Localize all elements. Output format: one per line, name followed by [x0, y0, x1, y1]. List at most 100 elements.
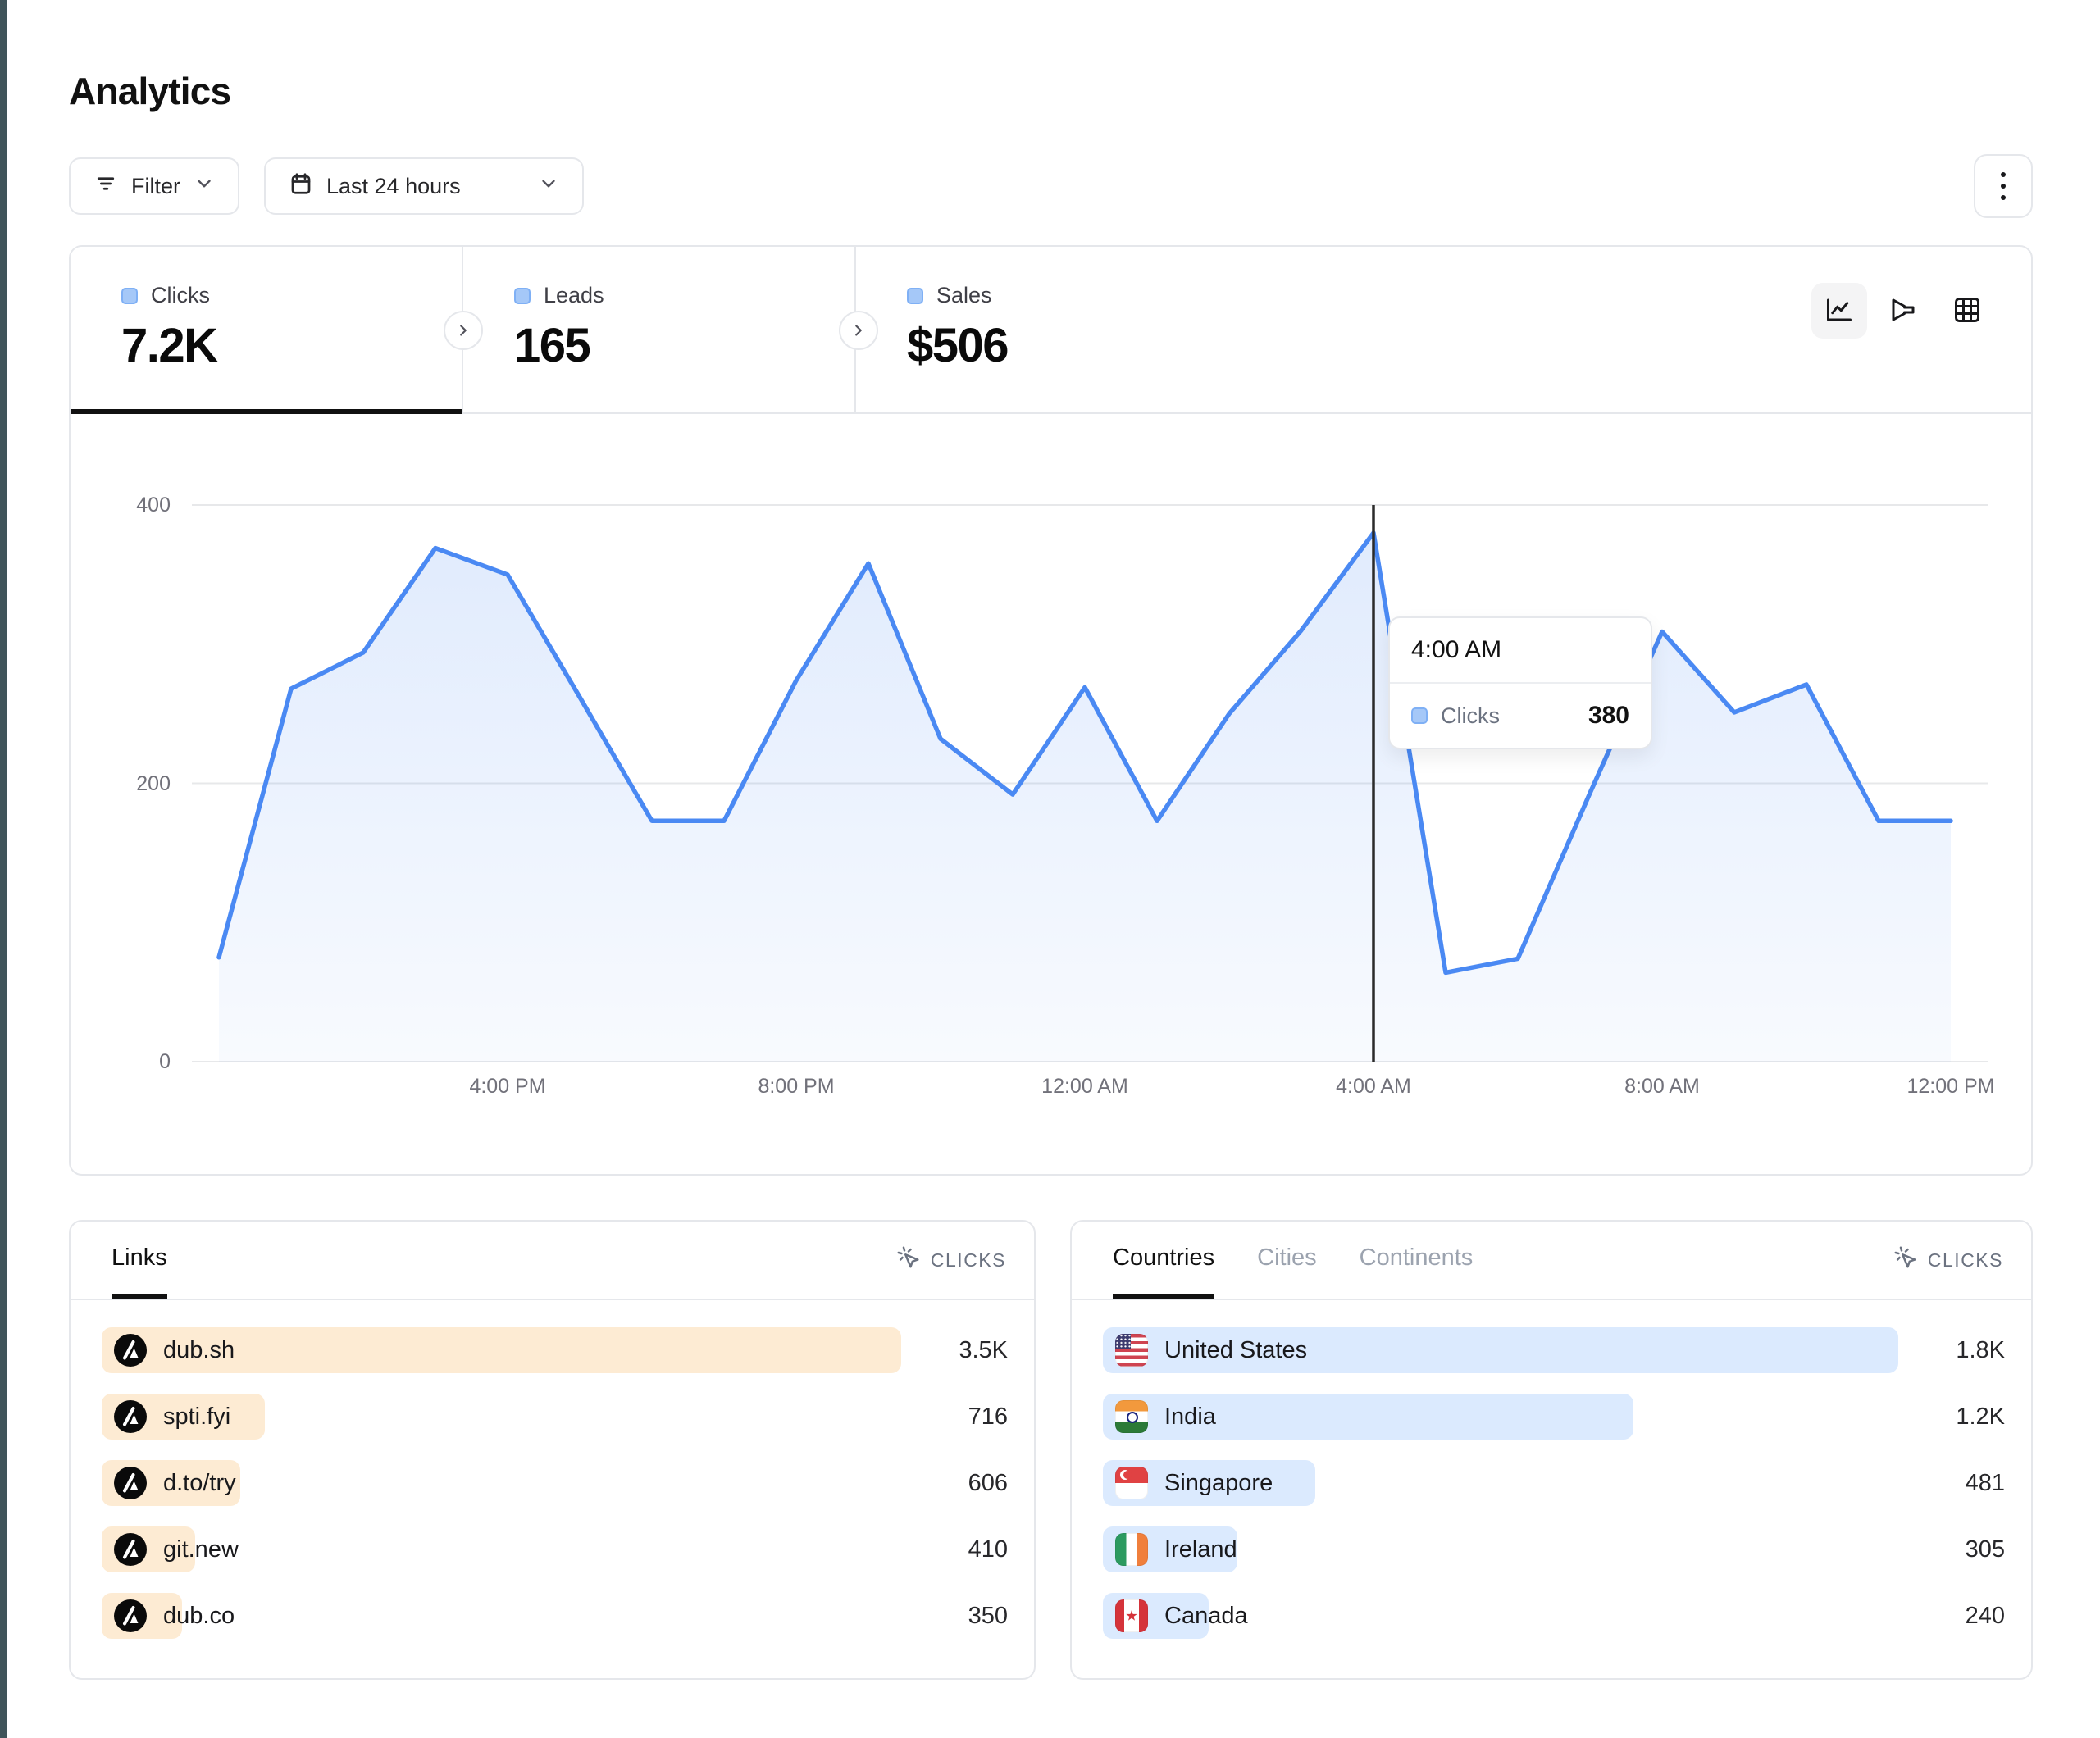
toolbar: Filter Last 24 hours: [69, 154, 2033, 218]
table-view-button[interactable]: [1939, 283, 1995, 339]
y-axis-label: 200: [136, 771, 171, 795]
row-label: dub.co: [163, 1602, 235, 1629]
row-value: 1.8K: [1956, 1336, 2005, 1363]
row-value: 1.2K: [1956, 1403, 2005, 1430]
clicks-area-chart[interactable]: [192, 414, 1988, 1176]
row-value: 3.5K: [959, 1336, 1008, 1363]
clicks-legend-square-icon: [121, 287, 138, 304]
more-options-button[interactable]: [1974, 154, 2033, 218]
links-card: Links CLICKS dub.sh 3.5K: [69, 1220, 1036, 1680]
value-bar: [1103, 1327, 1898, 1373]
countries-list: United States 1.8K India 1.2K Singapore …: [1072, 1300, 2031, 1639]
list-item[interactable]: Singapore 481: [1103, 1460, 2005, 1506]
countries-card: Countries Cities Continents CLICKS United …: [1070, 1220, 2033, 1680]
filter-icon: [93, 171, 118, 202]
dub-logo-icon: [114, 1533, 147, 1566]
line-chart-icon: [1824, 295, 1854, 327]
flag-ca-icon: [1115, 1599, 1148, 1632]
list-item[interactable]: dub.co 350: [102, 1593, 1008, 1639]
list-item[interactable]: spti.fyi 716: [102, 1394, 1008, 1440]
x-axis-label: 4:00 AM: [1336, 1075, 1411, 1098]
x-axis-label: 8:00 PM: [758, 1075, 835, 1098]
tab-continents[interactable]: Continents: [1359, 1244, 1474, 1271]
date-range-button[interactable]: Last 24 hours: [264, 157, 584, 215]
expand-leads-chevron-icon[interactable]: [839, 311, 878, 350]
tab-sales[interactable]: Sales $506: [856, 247, 1251, 412]
sales-legend-square-icon: [907, 287, 923, 304]
row-label: Canada: [1164, 1602, 1248, 1629]
list-item[interactable]: United States 1.8K: [1103, 1327, 2005, 1373]
links-metric-selector[interactable]: CLICKS: [896, 1245, 1006, 1275]
tooltip-time: 4:00 AM: [1390, 618, 1651, 684]
cursor-click-icon: [896, 1245, 921, 1275]
y-axis-label: 0: [159, 1050, 171, 1073]
row-label: d.to/try: [163, 1469, 236, 1496]
list-item[interactable]: d.to/try 606: [102, 1460, 1008, 1506]
cursor-click-icon: [1893, 1245, 1918, 1275]
leads-legend-square-icon: [514, 287, 531, 304]
tooltip-value: 380: [1588, 702, 1629, 729]
x-axis-label: 12:00 PM: [1906, 1075, 1995, 1098]
row-label: Singapore: [1164, 1469, 1273, 1496]
row-label: dub.sh: [163, 1336, 235, 1363]
flag-us-icon: [1115, 1334, 1148, 1367]
row-value: 240: [1965, 1602, 2005, 1629]
date-range-label: Last 24 hours: [326, 173, 461, 198]
flag-ie-icon: [1115, 1533, 1148, 1566]
tab-clicks[interactable]: Clicks 7.2K: [71, 247, 463, 414]
countries-tabs: Countries Cities Continents: [1113, 1222, 1473, 1299]
funnel-chart-view-button[interactable]: [1875, 283, 1931, 339]
row-value: 305: [1965, 1536, 2005, 1563]
tab-links[interactable]: Links: [112, 1222, 167, 1299]
dub-logo-icon: [114, 1467, 147, 1499]
stats-tabs: Clicks 7.2K Leads 165 Sales: [71, 247, 2031, 414]
chevron-down-icon: [538, 173, 559, 200]
clicks-line: [216, 530, 1953, 976]
y-axis-label: 400: [136, 494, 171, 516]
list-item[interactable]: Canada 240: [1103, 1593, 2005, 1639]
tooltip-legend-square-icon: [1411, 707, 1428, 724]
funnel-icon: [1888, 295, 1918, 327]
tab-countries[interactable]: Countries: [1113, 1222, 1215, 1299]
flag-sg-icon: [1115, 1467, 1148, 1499]
row-value: 410: [968, 1536, 1008, 1563]
clicks-tab-label: Clicks: [151, 283, 210, 307]
clicks-tab-value: 7.2K: [121, 319, 218, 372]
clicks-chart-section: 400 200 0 4:00 PM 8:00 PM 12:00 AM 4:00 AM 8:0…: [71, 414, 2031, 1176]
row-label: git.new: [163, 1536, 239, 1563]
expand-clicks-chevron-icon[interactable]: [444, 311, 483, 350]
row-label: Ireland: [1164, 1536, 1237, 1563]
x-axis-label: 8:00 AM: [1624, 1075, 1700, 1098]
list-item[interactable]: Ireland 305: [1103, 1526, 2005, 1572]
dub-logo-icon: [114, 1599, 147, 1632]
analytics-card: Clicks 7.2K Leads 165 Sales: [69, 245, 2033, 1176]
grid-icon: [1952, 295, 1982, 327]
sales-tab-label: Sales: [936, 283, 992, 307]
sales-tab-value: $506: [907, 319, 1009, 372]
x-axis-label: 12:00 AM: [1041, 1075, 1128, 1098]
line-chart-view-button[interactable]: [1811, 283, 1867, 339]
row-value: 716: [968, 1403, 1008, 1430]
tab-cities[interactable]: Cities: [1257, 1244, 1317, 1271]
tab-leads[interactable]: Leads 165: [463, 247, 856, 412]
value-bar: [1103, 1394, 1633, 1440]
dub-logo-icon: [114, 1400, 147, 1433]
chart-tooltip: 4:00 AM Clicks 380: [1388, 616, 1652, 749]
chevron-down-icon: [194, 173, 215, 200]
left-edge-strip: [0, 0, 7, 1738]
row-value: 606: [968, 1469, 1008, 1496]
value-bar: [102, 1327, 901, 1373]
filter-button[interactable]: Filter: [69, 157, 239, 215]
row-label: India: [1164, 1403, 1216, 1430]
leads-tab-label: Leads: [544, 283, 604, 307]
list-item[interactable]: dub.sh 3.5K: [102, 1327, 1008, 1373]
row-value: 350: [968, 1602, 1008, 1629]
page-title: Analytics: [69, 70, 231, 112]
filter-button-label: Filter: [131, 173, 180, 198]
list-item[interactable]: git.new 410: [102, 1526, 1008, 1572]
countries-metric-selector[interactable]: CLICKS: [1893, 1245, 2003, 1275]
list-item[interactable]: India 1.2K: [1103, 1394, 2005, 1440]
tooltip-series-label: Clicks: [1441, 703, 1500, 728]
flag-in-icon: [1115, 1400, 1148, 1433]
